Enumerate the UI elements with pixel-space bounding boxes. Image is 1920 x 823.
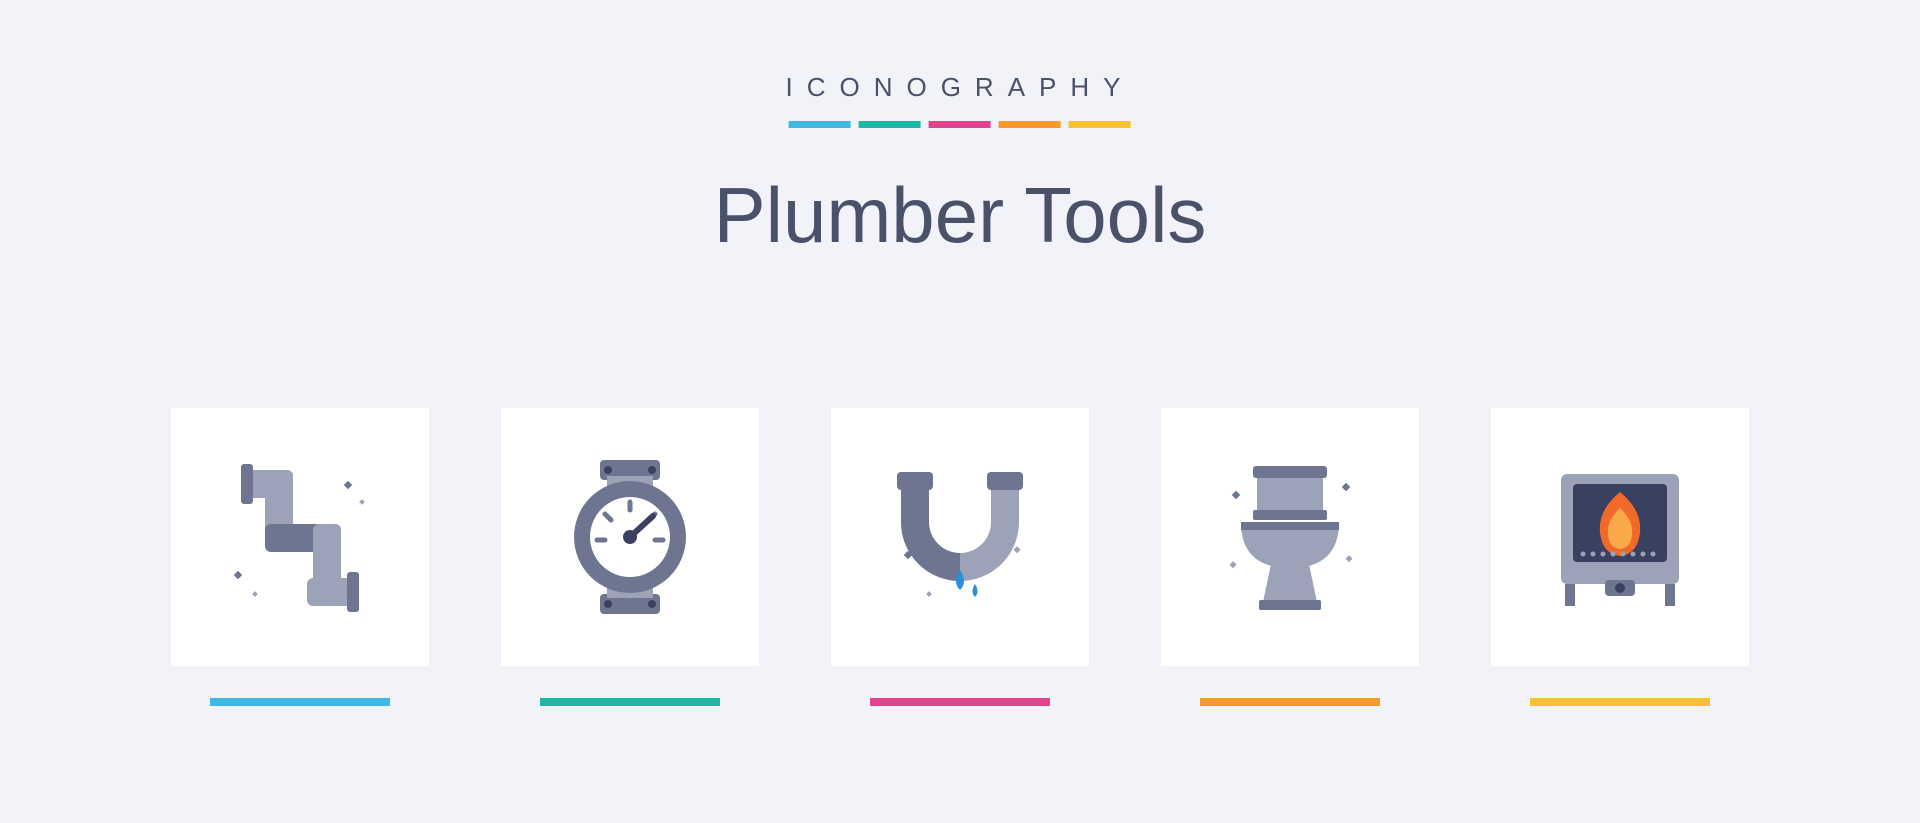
icon-tile	[501, 408, 759, 666]
header: ICONOGRAPHY Plumber Tools	[714, 72, 1207, 261]
card-underline	[540, 698, 720, 706]
icon-card	[1491, 408, 1749, 706]
icon-tile	[831, 408, 1089, 666]
pipe-icon	[215, 452, 385, 622]
icon-tile	[1161, 408, 1419, 666]
icon-row	[171, 408, 1749, 706]
icon-tile	[1491, 408, 1749, 666]
icon-tile	[171, 408, 429, 666]
icon-card	[831, 408, 1089, 706]
card-underline	[210, 698, 390, 706]
eyebrow-bar-3	[929, 121, 991, 128]
icon-card	[171, 408, 429, 706]
eyebrow-bar-2	[859, 121, 921, 128]
icon-card	[501, 408, 759, 706]
eyebrow-text: ICONOGRAPHY	[714, 72, 1207, 103]
leaking-pipe-icon	[875, 452, 1045, 622]
toilet-icon	[1205, 452, 1375, 622]
card-underline	[1530, 698, 1710, 706]
eyebrow-bar-5	[1069, 121, 1131, 128]
card-underline	[1200, 698, 1380, 706]
icon-card	[1161, 408, 1419, 706]
eyebrow-bar-1	[789, 121, 851, 128]
meter-gauge-icon	[545, 452, 715, 622]
eyebrow-bar-4	[999, 121, 1061, 128]
card-underline	[870, 698, 1050, 706]
eyebrow-underline	[714, 121, 1207, 128]
heater-fire-icon	[1535, 452, 1705, 622]
page-title: Plumber Tools	[714, 170, 1207, 261]
